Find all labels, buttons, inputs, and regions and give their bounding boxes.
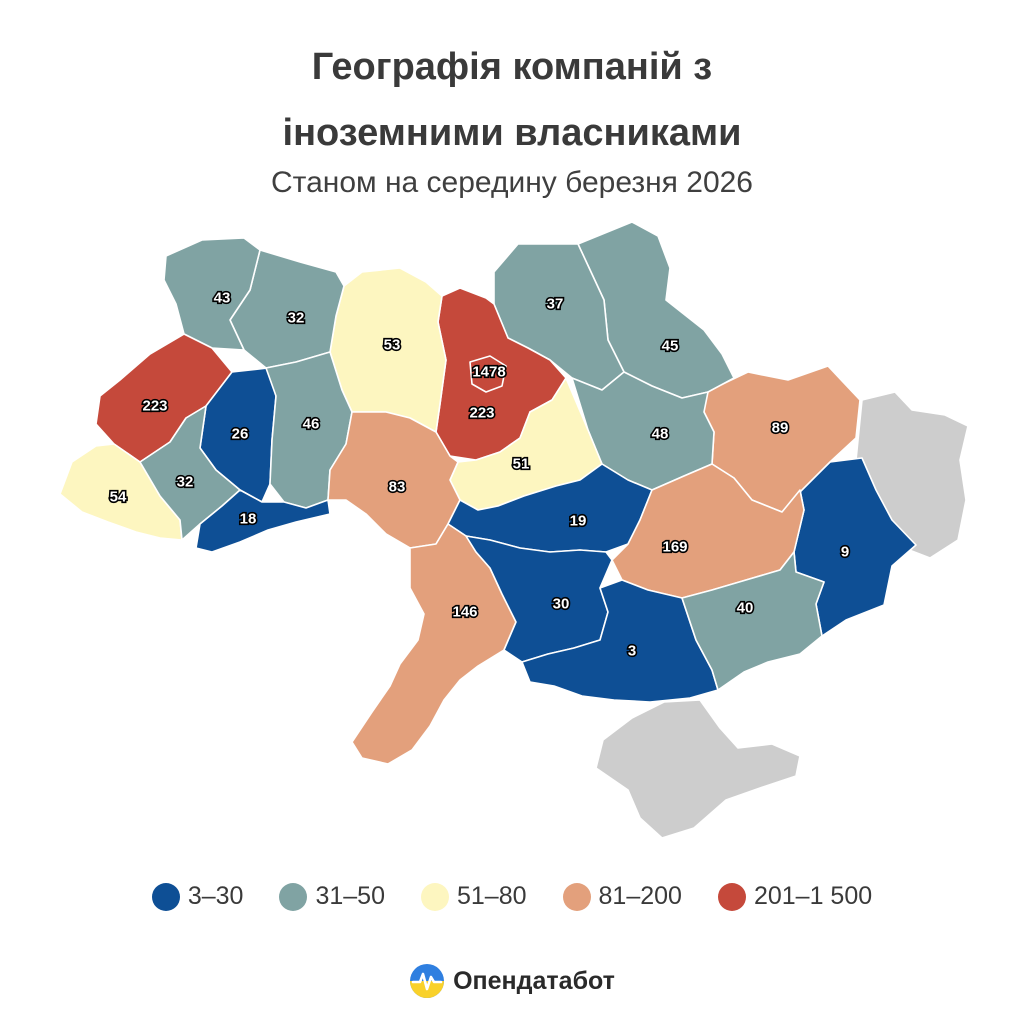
legend-item: 81–200: [562, 882, 682, 911]
brand: Опендатабот: [0, 963, 1024, 999]
legend-item: 51–80: [421, 882, 527, 911]
region-label-dnipropetrovsk: 169: [662, 539, 687, 556]
brand-name: Опендатабот: [453, 966, 615, 995]
legend-label: 51–80: [457, 882, 527, 910]
region-label-zakarpattia: 54: [110, 489, 127, 506]
legend-label: 31–50: [315, 882, 385, 910]
region-label-odesa: 146: [452, 604, 477, 621]
legend-label: 201–1 500: [753, 882, 873, 910]
map-legend: 3–30 31–50 51–80 81–200 201–1 500: [0, 882, 1024, 911]
legend-swatch: [717, 882, 746, 911]
region-label-volyn: 43: [214, 290, 231, 307]
region-kyiv-city: [469, 355, 507, 393]
legend-swatch: [279, 882, 308, 911]
region-volyn: [163, 237, 261, 351]
map-title-line-1: Географія компаній з: [311, 46, 713, 88]
region-label-luhansk: 9: [841, 544, 849, 561]
region-label-khmelnytskyi: 46: [303, 416, 320, 433]
legend-label: 81–200: [598, 882, 682, 910]
region-chernivtsi: [195, 489, 331, 553]
region-label-sumy: 45: [662, 338, 679, 355]
legend-swatch: [562, 882, 591, 911]
region-label-kyiv-oblast: 223: [469, 405, 494, 422]
opendatabot-logo-icon: [410, 964, 445, 998]
region-label-kherson: 3: [628, 643, 636, 660]
region-label-kharkiv: 89: [772, 420, 789, 437]
legend-item: 3–30: [151, 882, 244, 911]
region-zaporizhzhia: [681, 551, 825, 691]
region-label-rivne: 32: [288, 310, 305, 327]
region-label-zhytomyr: 53: [384, 337, 401, 354]
region-label-chernihiv: 37: [547, 296, 564, 313]
region-label-lviv: 223: [142, 398, 167, 415]
legend-item: 201–1 500: [717, 882, 873, 911]
region-label-cherkasy: 51: [513, 456, 530, 473]
map-title-line-2: іноземними власниками: [282, 112, 742, 154]
region-label-ivano-frankivsk: 32: [177, 474, 194, 491]
legend-label: 3–30: [187, 882, 244, 910]
region-label-kirovohrad: 19: [570, 513, 587, 530]
region-label-mykolaiv: 30: [553, 596, 570, 613]
region-label-vinnytsia: 83: [389, 479, 406, 496]
region-label-kyiv-city: 1478: [472, 364, 505, 381]
legend-item: 31–50: [279, 882, 385, 911]
region-label-ternopil: 26: [232, 426, 249, 443]
region-crimea: [595, 699, 801, 839]
legend-swatch: [151, 882, 180, 911]
region-label-chernivtsi: 18: [240, 511, 257, 528]
region-label-zaporizhzhia: 40: [737, 600, 754, 617]
legend-swatch: [421, 882, 449, 911]
region-label-poltava: 48: [652, 426, 669, 443]
map-subtitle: Станом на середину березня 2026: [271, 166, 753, 199]
